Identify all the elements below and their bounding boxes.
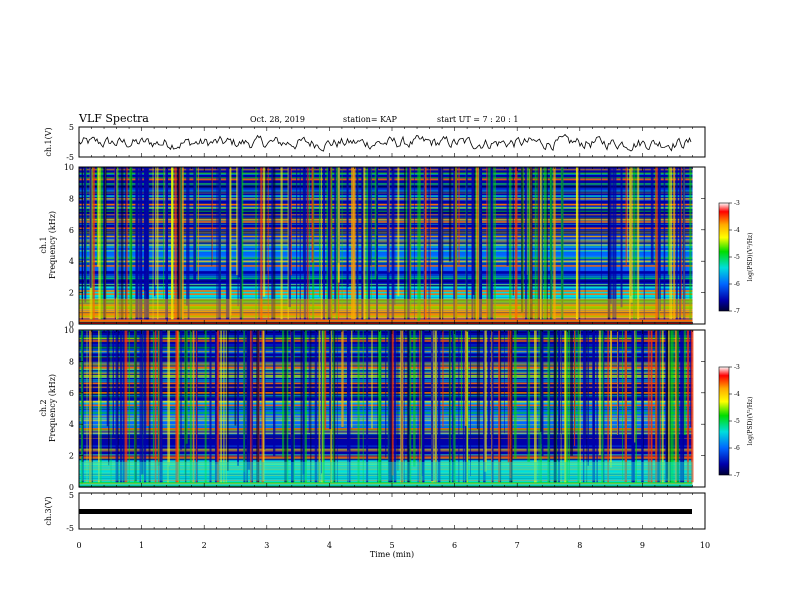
colorbar-tick-label: -5 — [734, 418, 740, 425]
y-tick-label: 6 — [69, 226, 74, 235]
colorbar-tick-label: -6 — [734, 281, 740, 288]
x-tick-label: 9 — [640, 541, 645, 550]
colorbar-tick-label: -3 — [734, 364, 740, 371]
ch3-waveform-line — [79, 509, 692, 514]
ch1-ytick-bottom: -5 — [66, 153, 74, 162]
colorbar-tick-label: -7 — [734, 472, 740, 479]
x-tick-label: 10 — [700, 541, 710, 550]
station-label: station= KAP — [343, 115, 398, 124]
ch1-spectrogram-panel: 10 8 6 4 2 0 ch.1 Frequency (kHz) — [39, 163, 706, 329]
y-tick-label: 8 — [69, 357, 74, 366]
x-axis-tick-labels: 0 1 2 3 4 5 6 7 8 9 10 — [76, 541, 710, 550]
figure-title: VLF Spectra — [78, 112, 149, 125]
colorbar-ch1-label: log(PSD)(V²/Hz) — [747, 233, 754, 282]
colorbar-ch1: -3 -4 -5 -6 -7 log(PSD)(V²/Hz) — [718, 200, 754, 315]
date-label: Oct. 28, 2019 — [250, 115, 305, 124]
y-tick-label: 10 — [64, 326, 74, 335]
ch1-spec-ylabel-channel: ch.1 — [39, 236, 48, 253]
x-tick-label: 1 — [139, 541, 144, 550]
colorbar-ch2: -3 -4 -5 -6 -7 log(PSD)(V²/Hz) — [718, 364, 754, 479]
ch1-spec-ylabel: Frequency (kHz) — [48, 211, 57, 279]
colorbar-tick-label: -6 — [734, 445, 740, 452]
y-tick-label: 6 — [69, 389, 74, 398]
x-tick-label: 7 — [515, 541, 520, 550]
colorbar-ch2-label: log(PSD)(V²/Hz) — [747, 397, 754, 446]
ch1-ytick-top: 5 — [69, 123, 74, 132]
y-tick-label: 8 — [69, 194, 74, 203]
ch3-wave-ylabel: ch.3(V) — [44, 496, 53, 525]
ch2-spectrogram — [79, 330, 694, 488]
y-tick-label: 2 — [69, 289, 74, 298]
colorbar-tick-label: -5 — [734, 254, 740, 261]
x-tick-label: 2 — [202, 541, 207, 550]
ch1-spectrogram — [79, 167, 693, 325]
x-axis-label: Time (min) — [370, 550, 414, 559]
colorbar-tick-label: -4 — [734, 391, 740, 398]
y-tick-label: 4 — [69, 257, 74, 266]
colorbar-tick-label: -3 — [734, 200, 740, 207]
ch2-spectrogram-panel: 10 8 6 4 2 0 ch.2 Frequency (kHz) — [39, 326, 706, 492]
start-ut-label: start UT = 7 : 20 : 1 — [437, 115, 518, 124]
ch3-ytick-bottom: -5 — [66, 524, 74, 533]
x-tick-label: 5 — [389, 541, 394, 550]
colorbar-tick-label: -7 — [734, 308, 740, 315]
ch3-wave-panel: 5 -5 ch.3(V) — [44, 491, 706, 533]
ch2-spec-ylabel: Frequency (kHz) — [48, 374, 57, 442]
ch1-wave-ylabel: ch.1(V) — [44, 127, 53, 156]
x-tick-label: 3 — [264, 541, 269, 550]
y-tick-label: 4 — [69, 420, 74, 429]
ch1-wave-panel: 5 -5 ch.1(V) — [44, 123, 706, 162]
ch2-spec-ylabel-channel: ch.2 — [39, 399, 48, 416]
x-tick-label: 4 — [327, 541, 332, 550]
x-tick-label: 6 — [452, 541, 457, 550]
y-tick-label: 10 — [64, 163, 74, 172]
y-tick-label: 0 — [69, 483, 74, 492]
ch3-ytick-top: 5 — [69, 491, 74, 500]
colorbar-tick-label: -4 — [734, 227, 740, 234]
x-tick-label: 0 — [76, 541, 81, 550]
y-tick-label: 0 — [69, 320, 74, 329]
ch1-waveform-line — [78, 133, 692, 152]
x-tick-label: 8 — [577, 541, 582, 550]
y-tick-label: 2 — [69, 452, 74, 461]
